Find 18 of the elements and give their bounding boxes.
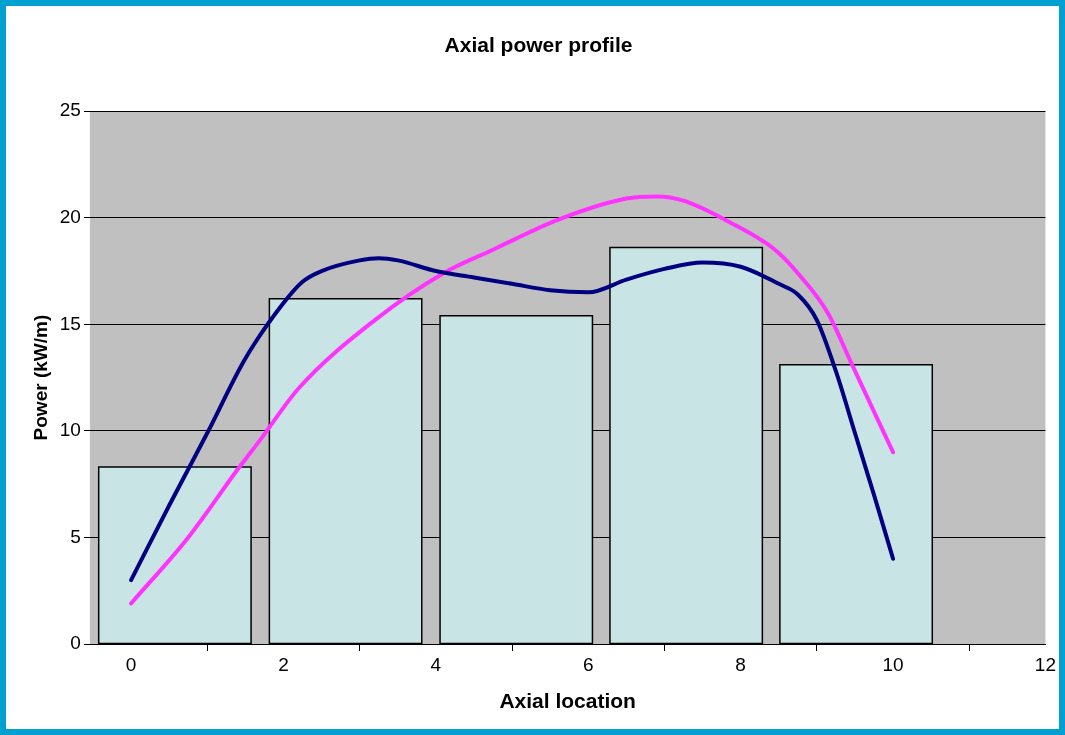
x-tick-label: 12 <box>1034 653 1056 675</box>
y-axis-title: Power (kW/m) <box>29 314 51 441</box>
y-tick-label: 0 <box>70 632 81 654</box>
y-tick-label: 25 <box>59 99 81 121</box>
x-axis-title: Axial location <box>499 689 636 713</box>
x-tick-label: 2 <box>278 653 289 675</box>
x-tick-label: 0 <box>125 653 137 675</box>
y-tick-label: 5 <box>70 525 81 547</box>
chart-title: Axial power profile <box>444 33 633 57</box>
line-series <box>129 194 896 606</box>
x-tick-label: 6 <box>582 653 594 675</box>
line-series <box>129 256 896 583</box>
y-tick-label: 15 <box>59 312 81 334</box>
x-tick-label: 8 <box>735 653 746 675</box>
x-tick-label: 4 <box>430 653 442 675</box>
x-tick-label: 10 <box>882 653 904 675</box>
y-tick-label: 20 <box>59 205 81 227</box>
y-tick-label: 10 <box>59 419 81 441</box>
